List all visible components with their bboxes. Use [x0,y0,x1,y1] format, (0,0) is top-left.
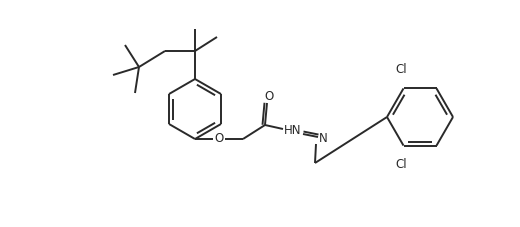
Text: HN: HN [284,124,302,138]
Text: O: O [214,133,224,146]
Text: N: N [319,133,328,146]
Text: Cl: Cl [396,158,407,170]
Text: O: O [264,89,274,103]
Text: Cl: Cl [396,63,407,76]
